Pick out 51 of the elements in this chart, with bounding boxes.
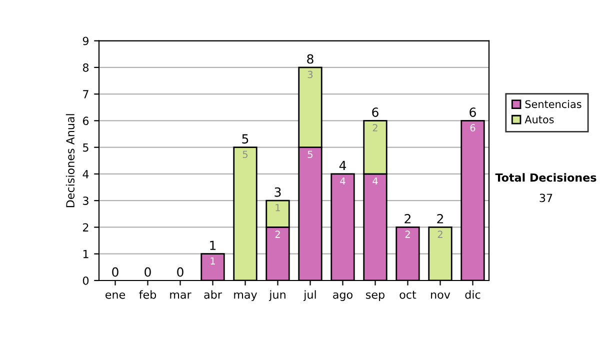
data-label: 5 bbox=[242, 150, 248, 158]
text: 37 bbox=[540, 194, 552, 202]
y-tick-label: 2 bbox=[83, 223, 88, 232]
x-tick-label: may bbox=[234, 292, 258, 301]
data-label: 2 bbox=[405, 230, 410, 238]
total-label: 6 bbox=[372, 107, 378, 117]
y-tick-label: 9 bbox=[82, 36, 88, 46]
y-tick-label: 4 bbox=[82, 170, 89, 178]
y-tick-label: 1 bbox=[83, 250, 88, 258]
x-tick-label: jul bbox=[303, 290, 316, 301]
total-label: 5 bbox=[242, 134, 248, 144]
total-label: 0 bbox=[177, 267, 184, 277]
data-label: 4 bbox=[340, 177, 346, 185]
data-label: 2 bbox=[372, 124, 378, 132]
text: Total Decisiones bbox=[495, 173, 596, 182]
legend-label: Sentencias bbox=[525, 100, 582, 108]
total-label: 0 bbox=[144, 267, 151, 277]
total-label: 8 bbox=[307, 54, 314, 64]
total-label: 6 bbox=[470, 107, 476, 117]
legend-label: Autos bbox=[524, 116, 554, 124]
total-label: 4 bbox=[339, 160, 346, 170]
total-label: 2 bbox=[404, 214, 410, 224]
y-tick-label: 0 bbox=[82, 276, 89, 285]
y-tick-label: 5 bbox=[83, 143, 88, 152]
x-tick-label: abr bbox=[204, 290, 222, 299]
y-tick-label: 7 bbox=[83, 90, 88, 98]
y-axis-title: Decisiones Anual bbox=[66, 114, 74, 208]
x-tick-label: oct bbox=[400, 290, 416, 299]
y-tick-label: 6 bbox=[82, 116, 89, 126]
x-tick-label: nov bbox=[431, 292, 450, 299]
data-label: 4 bbox=[372, 177, 378, 185]
x-tick-label: dic bbox=[465, 290, 480, 299]
data-label: 2 bbox=[275, 230, 280, 238]
data-label: 5 bbox=[308, 150, 312, 158]
data-label: 3 bbox=[308, 70, 313, 78]
x-tick-label: mar bbox=[170, 292, 192, 299]
x-tick-label: feb bbox=[139, 290, 156, 299]
total-label: 1 bbox=[210, 240, 216, 250]
total-label: 2 bbox=[437, 214, 443, 224]
data-label: 1 bbox=[210, 257, 215, 264]
x-tick-label: ago bbox=[333, 292, 352, 301]
total-label: 0 bbox=[112, 267, 118, 277]
data-label: 6 bbox=[470, 124, 476, 132]
data-label: 1 bbox=[276, 204, 280, 212]
x-tick-label: ene bbox=[106, 292, 126, 299]
total-label: 3 bbox=[274, 187, 281, 197]
x-tick-label: sep bbox=[366, 292, 384, 301]
y-tick-label: 3 bbox=[83, 196, 88, 205]
x-tick-label: jun bbox=[268, 290, 286, 301]
y-tick-label: 8 bbox=[82, 63, 89, 72]
data-label: 2 bbox=[438, 230, 442, 238]
